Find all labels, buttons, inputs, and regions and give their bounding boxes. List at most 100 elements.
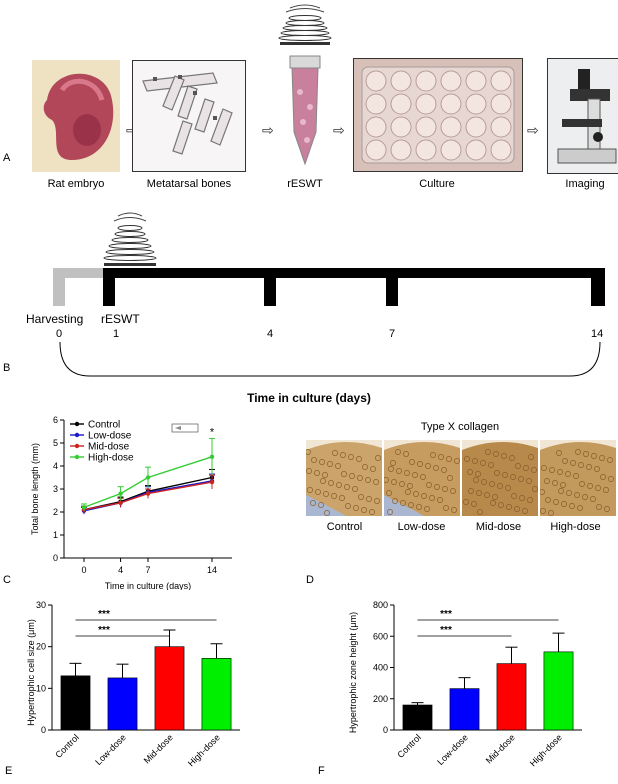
panel-label-e: E xyxy=(5,765,13,777)
right-arrow-icon: ⇨ xyxy=(527,122,539,138)
y-tick-label: 0 xyxy=(53,553,58,563)
caption-mid-dose: Mid-dose xyxy=(475,521,522,533)
culture-well xyxy=(390,70,412,92)
culture-well xyxy=(365,70,387,92)
x-tick-label: 4 xyxy=(118,565,123,575)
x-tick-label: Control xyxy=(53,732,81,760)
significance-marker: * xyxy=(210,426,215,438)
y-tick-label: 200 xyxy=(373,694,388,704)
data-point xyxy=(145,491,151,496)
shockwave-icon xyxy=(100,210,160,268)
panel-label-d: D xyxy=(306,574,314,586)
legend-label: Mid-dose xyxy=(88,442,130,453)
caption-imaging: Imaging xyxy=(565,178,605,190)
culture-well xyxy=(390,93,412,115)
y-tick-label: 400 xyxy=(373,663,388,673)
bar-control xyxy=(402,704,433,731)
inset-icon xyxy=(171,423,199,433)
collagen-title: Type X collagen xyxy=(420,421,500,433)
right-arrow-icon: ⇨ xyxy=(262,122,274,138)
rat-embryo-image xyxy=(32,60,120,172)
caption-metatarsal-bones: Metatarsal bones xyxy=(146,178,232,190)
histology-image xyxy=(306,440,382,516)
caption-low-dose: Low-dose xyxy=(397,521,446,533)
x-tick-label: 7 xyxy=(145,565,150,575)
y-axis-label: Hypertrophic cell size (μm) xyxy=(26,619,36,726)
legend-label: Control xyxy=(88,420,120,431)
culture-well xyxy=(415,116,437,138)
culture-well xyxy=(390,139,412,161)
data-point xyxy=(118,491,123,496)
bar-control xyxy=(60,675,91,731)
x-tick-label: High-dose xyxy=(528,732,564,768)
day-label: 7 xyxy=(389,328,396,340)
bar-mid-dose xyxy=(154,646,185,731)
caption-control: Control xyxy=(326,521,363,533)
y-tick-label: 800 xyxy=(373,600,388,610)
zone-height-chart: 0 200 400 600 800 Hypertrophic zone height (μ… xyxy=(348,600,582,768)
culture-well xyxy=(440,93,462,115)
significance-marker: *** xyxy=(98,625,110,636)
histology-captions: Control Low-dose Mid-dose High-dose xyxy=(306,521,616,533)
legend-marker xyxy=(74,432,80,438)
y-tick-label: 6 xyxy=(53,415,58,425)
panel-label-f: F xyxy=(318,765,325,777)
culture-well xyxy=(415,139,437,161)
y-tick-label: 2 xyxy=(53,507,58,517)
bar-high-dose xyxy=(201,658,232,731)
microscope-image xyxy=(547,58,618,174)
bar-low-dose xyxy=(449,688,480,731)
x-tick-label: High-dose xyxy=(186,732,222,768)
histology-image xyxy=(384,440,460,516)
y-axis-label: Hypertrophic zone height (μm) xyxy=(348,612,358,733)
legend-label: Low-dose xyxy=(88,431,132,442)
y-tick-label: 1 xyxy=(53,530,58,540)
bone-length-chart: 0 1 2 3 4 5 6 0 4 7 14 Time in culture (days) Total … xyxy=(30,415,232,590)
histology-images xyxy=(306,440,616,516)
x-tick-label: Mid-dose xyxy=(484,732,517,765)
culture-well xyxy=(465,93,487,115)
culture-well xyxy=(490,139,512,161)
histology-image xyxy=(540,440,616,516)
day-label: 14 xyxy=(591,328,604,340)
event-harvesting: Harvesting xyxy=(26,312,84,326)
caption-rat-embryo: Rat embryo xyxy=(47,178,105,190)
significance-marker: *** xyxy=(440,609,452,620)
bar-high-dose xyxy=(543,651,574,731)
culture-well xyxy=(440,70,462,92)
x-tick-label: 14 xyxy=(207,565,217,575)
culture-well xyxy=(490,116,512,138)
culture-well xyxy=(490,70,512,92)
x-tick-label: Control xyxy=(395,732,423,760)
right-arrow-icon: ⇨ xyxy=(126,122,138,139)
culture-well xyxy=(365,116,387,138)
culture-well xyxy=(465,116,487,138)
culture-well xyxy=(365,93,387,115)
y-tick-label: 5 xyxy=(53,438,58,448)
caption-high-dose: High-dose xyxy=(550,521,601,533)
data-point xyxy=(145,475,151,480)
x-tick-label: Low-dose xyxy=(93,732,128,767)
right-arrow-icon: ⇨ xyxy=(333,122,345,138)
significance-marker: *** xyxy=(98,609,110,620)
series-line-high-dose xyxy=(83,456,213,509)
tube-image xyxy=(285,52,325,168)
data-point xyxy=(118,500,123,505)
culture-well xyxy=(365,139,387,161)
legend-label: High-dose xyxy=(88,453,134,464)
caption-culture: Culture xyxy=(419,178,455,190)
y-tick-label: 600 xyxy=(373,631,388,641)
day-label: 0 xyxy=(56,328,63,340)
culture-well xyxy=(465,139,487,161)
event-reswt: rESWT xyxy=(101,312,140,326)
culture-well xyxy=(390,116,412,138)
day-label: 1 xyxy=(113,328,120,340)
time-bracket xyxy=(59,341,601,377)
culture-well xyxy=(490,93,512,115)
x-tick-label: 0 xyxy=(81,565,86,575)
legend-marker xyxy=(74,454,80,460)
significance-marker: *** xyxy=(440,625,452,636)
legend-marker xyxy=(74,443,80,449)
culture-well xyxy=(440,139,462,161)
